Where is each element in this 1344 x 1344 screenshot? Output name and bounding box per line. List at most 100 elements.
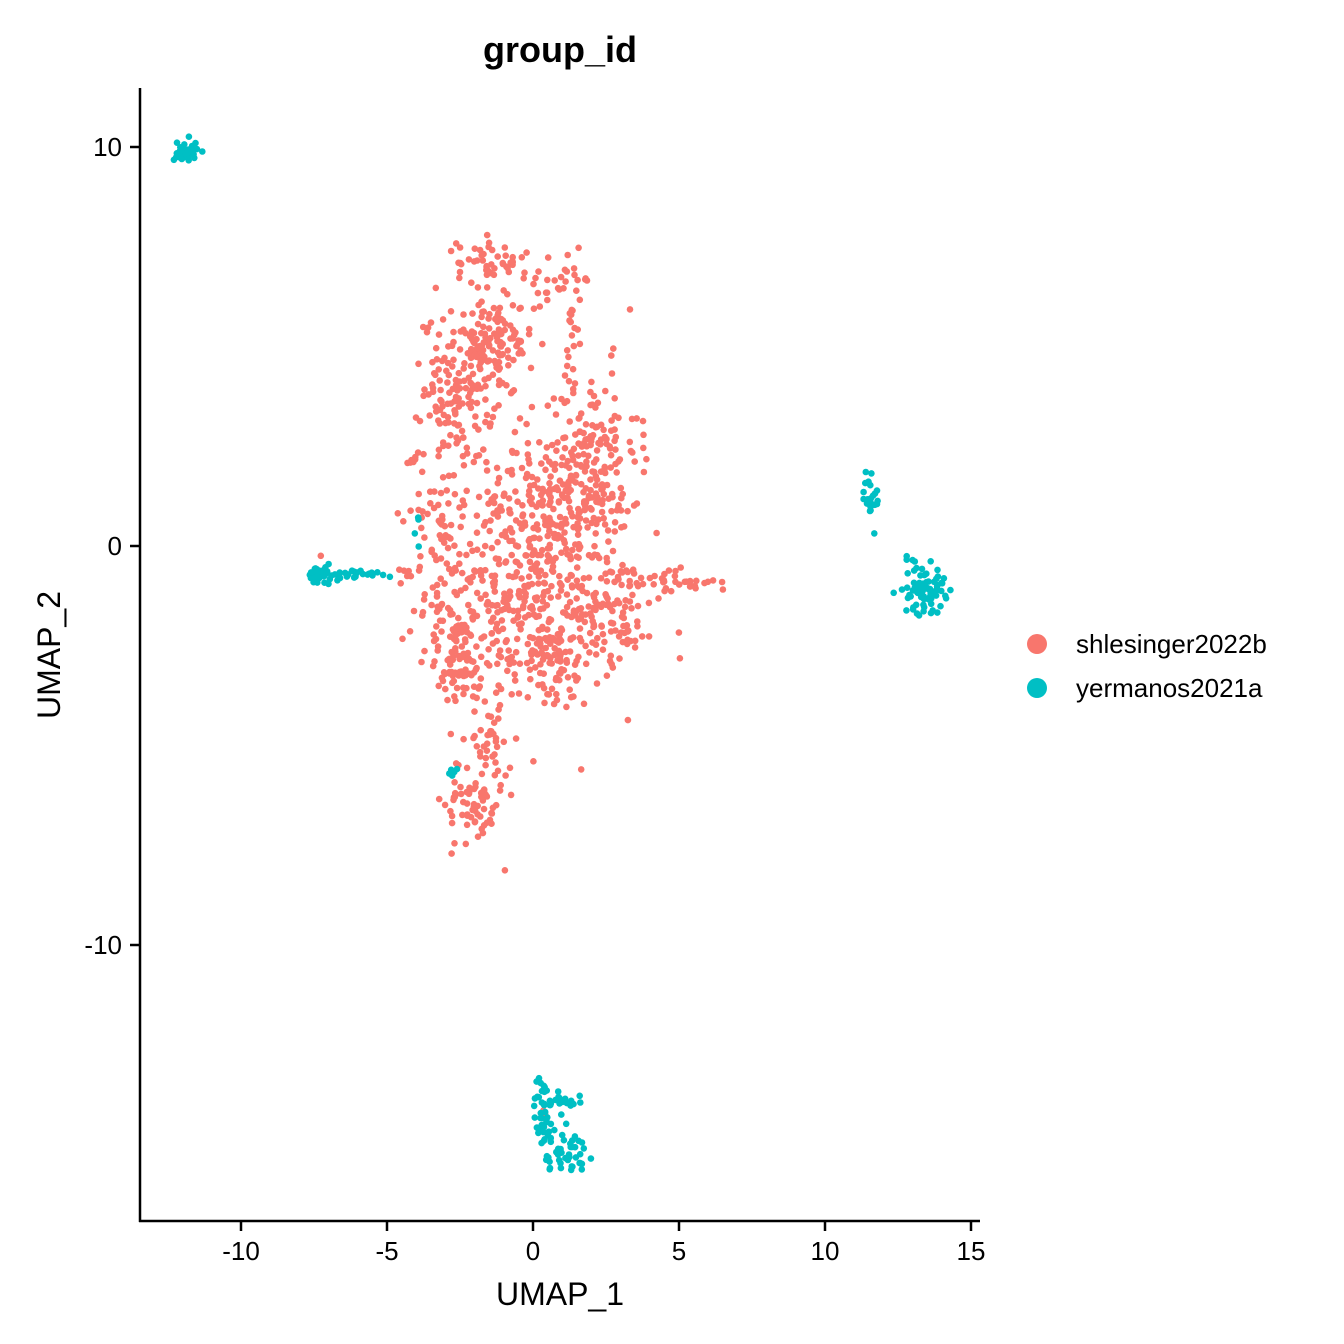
data-point [460,365,468,372]
data-point [414,449,422,456]
data-point [515,621,523,628]
data-point [176,147,184,155]
data-point [563,656,570,664]
data-point [625,627,632,635]
data-point [444,400,451,408]
data-point [480,323,487,331]
data-point [406,628,414,635]
legend-key [1027,678,1047,698]
data-point [537,491,545,499]
data-point [585,574,593,581]
data-point [468,279,475,287]
data-point [624,716,632,724]
data-point [538,460,545,467]
data-point [411,530,419,537]
data-point [514,498,521,506]
data-point [904,570,911,577]
data-point [495,402,502,409]
data-point [482,761,489,769]
data-point [582,642,589,650]
x-tick-label: -5 [375,1236,398,1266]
data-point [428,601,435,609]
data-point [483,747,491,754]
data-point [571,1133,579,1140]
data-point [448,772,456,779]
data-point [457,783,464,791]
data-point [574,520,581,527]
data-point [526,535,533,543]
data-point [904,594,912,602]
data-point [448,819,456,827]
data-point [640,468,648,476]
data-point [547,1134,555,1142]
data-point [486,662,493,669]
data-point [436,617,444,624]
data-point [511,677,519,684]
data-point [482,591,489,599]
data-point [485,325,493,332]
data-point [523,249,530,256]
data-point [193,145,201,153]
data-point [506,592,514,600]
data-point [571,271,578,279]
data-point [574,326,581,333]
data-point [533,568,540,576]
data-point [598,481,606,488]
data-point [575,1137,582,1145]
data-point [565,353,572,361]
data-point [521,519,529,526]
data-point [537,661,544,668]
data-point [502,528,509,535]
data-point [479,577,486,584]
data-point [577,1099,584,1106]
data-point [430,637,438,645]
data-point [483,411,491,419]
data-point [709,577,717,584]
y-axis-ticks: -10 0 10 [84,132,140,960]
data-point [446,389,453,397]
data-point [183,149,191,157]
data-point [417,553,424,560]
data-point [558,626,566,634]
data-point [502,638,510,646]
data-point [462,384,470,392]
data-point [508,551,515,559]
data-point [478,770,486,778]
data-point [507,791,515,799]
data-point [472,413,479,420]
data-point [491,265,498,272]
data-point [868,470,875,477]
data-point [603,435,610,443]
data-point [531,1114,539,1121]
data-point [485,500,492,508]
data-point [521,269,528,277]
data-point [501,320,509,328]
data-point [506,537,513,545]
data-point [525,573,533,580]
data-point [524,451,532,458]
data-point [540,1137,548,1144]
data-point [575,244,582,252]
data-point [548,582,555,590]
data-point [563,481,570,488]
data-point [475,426,482,433]
data-point [626,582,633,590]
data-point [444,544,452,552]
data-point [558,1131,566,1139]
data-point [447,521,455,529]
data-point [173,139,181,146]
data-point [438,521,446,528]
data-point [492,801,500,809]
data-point [435,366,443,373]
data-point [499,260,507,268]
data-point [504,667,511,675]
data-point [560,285,567,292]
data-point [479,308,486,316]
data-point [544,254,552,261]
data-point [940,575,948,582]
data-point [474,833,482,840]
data-point [524,583,532,590]
data-point [415,543,423,550]
data-point [570,693,577,700]
data-point [567,571,575,579]
